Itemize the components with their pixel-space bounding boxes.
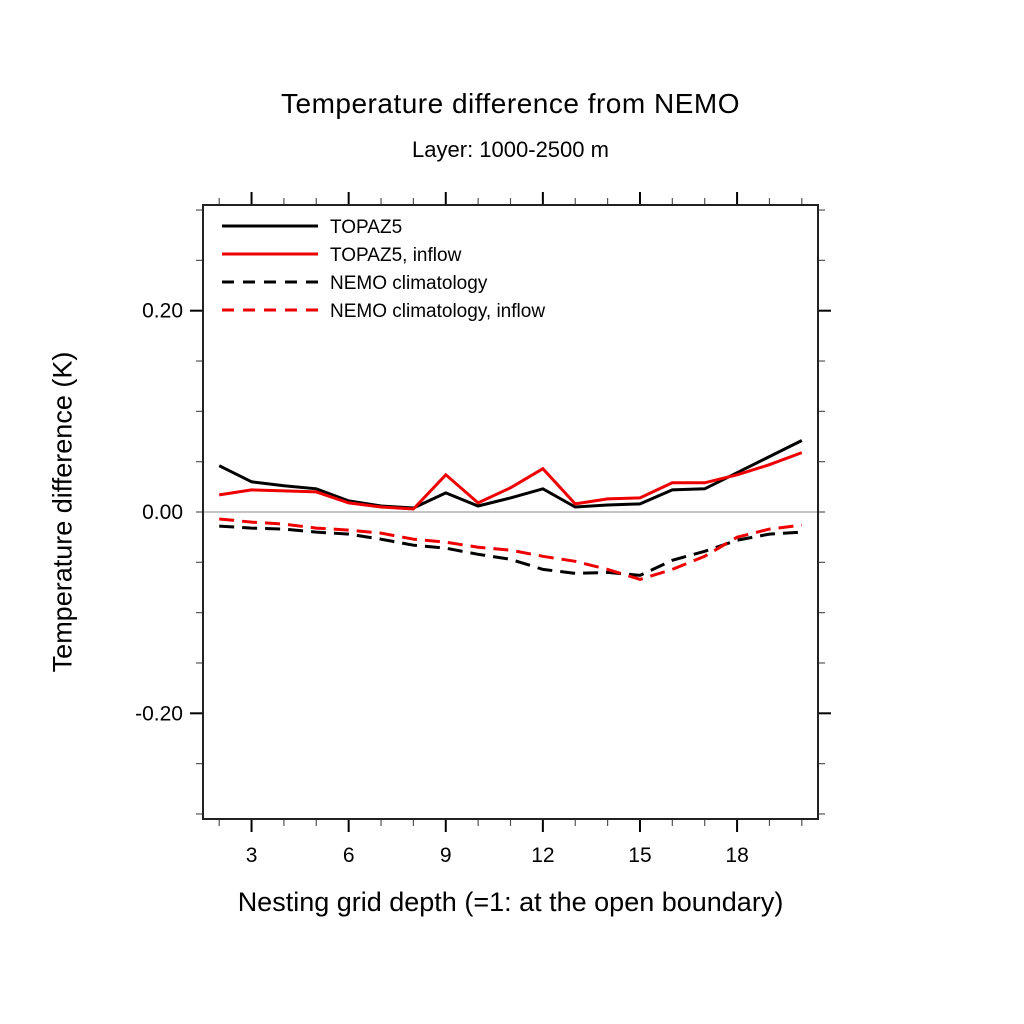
legend-label: NEMO climatology (330, 273, 488, 294)
y-tick-label: -0.20 (135, 702, 183, 725)
x-tick-label: 6 (343, 844, 355, 867)
legend-label: NEMO climatology, inflow (330, 301, 545, 322)
y-tick-label: 0.20 (142, 300, 183, 323)
series-line-3 (219, 517, 802, 581)
y-tick-label: 0.00 (142, 501, 183, 524)
x-axis-label: Nesting grid depth (=1: at the open boun… (237, 887, 784, 917)
series-line-2 (219, 524, 802, 577)
x-tick-label: 3 (246, 844, 258, 867)
x-tick-label: 12 (531, 844, 554, 867)
plot-frame (202, 204, 819, 820)
x-tick-label: 18 (725, 844, 748, 867)
series-line-0 (218, 439, 803, 510)
legend: TOPAZ5 TOPAZ5, inflow NEMO climatology NEMO… (222, 217, 545, 322)
legend-label: TOPAZ5 (330, 217, 402, 238)
x-tick-label: 15 (628, 844, 651, 867)
series-line-1 (218, 451, 803, 511)
chart-title: Temperature difference from NEMO (281, 88, 740, 119)
x-tick-label: 9 (440, 844, 452, 867)
legend-label: TOPAZ5, inflow (330, 245, 462, 266)
chart-subtitle: Layer: 1000-2500 m (412, 137, 609, 162)
